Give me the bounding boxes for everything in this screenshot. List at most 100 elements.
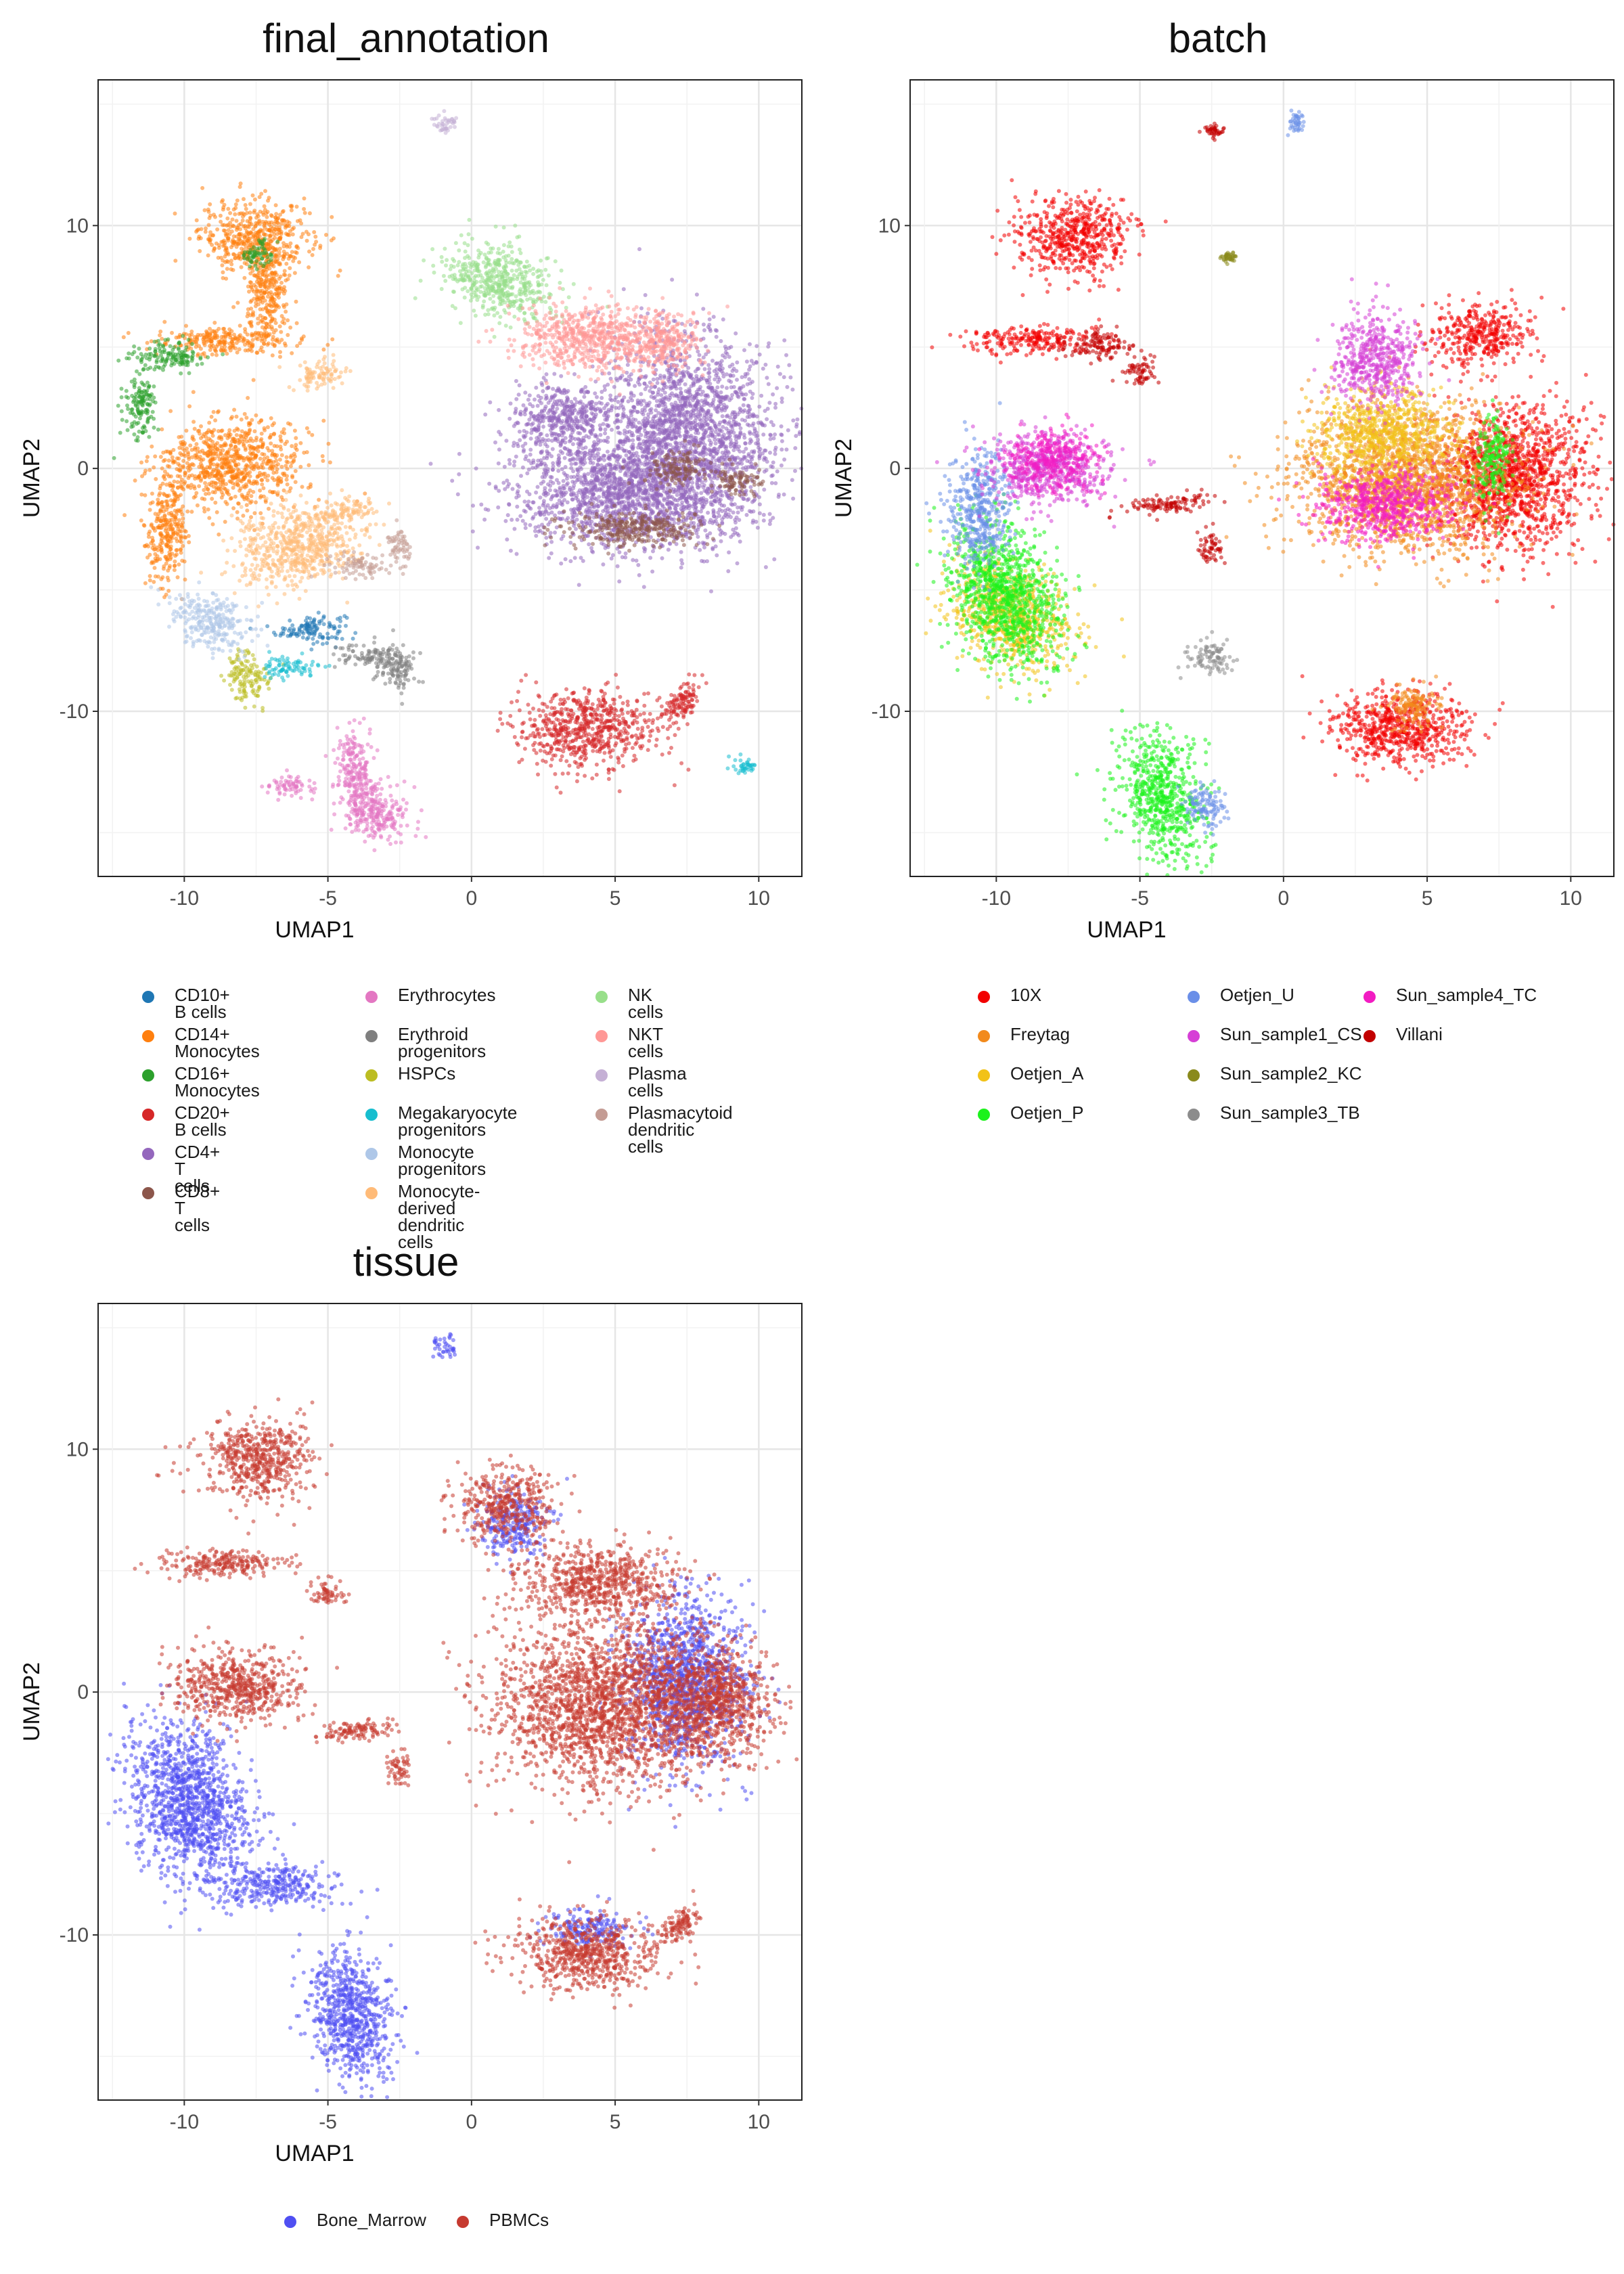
point [171, 460, 175, 465]
point [297, 629, 302, 633]
point [268, 273, 273, 277]
point [519, 474, 523, 478]
point [526, 703, 531, 707]
point [284, 242, 289, 247]
point [192, 426, 197, 431]
point [555, 493, 560, 497]
point [139, 518, 143, 522]
point [195, 228, 200, 233]
point [263, 316, 267, 320]
point [602, 698, 606, 703]
point [321, 622, 326, 627]
point [702, 328, 706, 332]
point [259, 192, 264, 196]
point [175, 552, 179, 557]
point [279, 338, 284, 342]
point [259, 472, 264, 477]
point [289, 453, 294, 458]
point [158, 531, 162, 536]
point [191, 463, 196, 468]
point [243, 342, 247, 347]
point [299, 624, 304, 629]
point [520, 730, 524, 734]
point [589, 707, 593, 711]
point [248, 422, 252, 426]
point [321, 459, 325, 463]
point [590, 526, 595, 531]
point [145, 411, 150, 416]
point [248, 447, 252, 451]
point [599, 688, 604, 693]
point [593, 478, 598, 483]
point [537, 734, 542, 739]
point [544, 516, 549, 521]
point [450, 478, 455, 483]
point [667, 717, 671, 722]
point [175, 575, 180, 579]
point [206, 472, 210, 476]
point [216, 429, 221, 433]
point [132, 377, 137, 382]
point [187, 404, 192, 409]
point [267, 506, 271, 511]
point [181, 361, 185, 365]
point [181, 334, 185, 338]
point [548, 531, 553, 535]
point [153, 552, 158, 556]
point [647, 718, 651, 723]
point [677, 702, 682, 707]
point [145, 340, 150, 345]
point [141, 367, 146, 372]
point [135, 435, 140, 439]
point [676, 726, 681, 731]
point [612, 711, 616, 716]
point [324, 233, 328, 237]
point [554, 717, 559, 721]
point [606, 711, 610, 715]
point [217, 487, 221, 492]
point [308, 624, 313, 629]
point [252, 245, 256, 250]
point [233, 212, 238, 217]
point [699, 491, 704, 495]
point [137, 395, 142, 399]
point [572, 462, 577, 466]
point [676, 706, 681, 711]
point [244, 244, 248, 249]
point [570, 691, 574, 696]
point [286, 460, 290, 465]
point [206, 507, 210, 512]
point [564, 759, 569, 763]
point [207, 420, 212, 425]
point [687, 685, 692, 690]
point [181, 464, 185, 468]
point [189, 355, 194, 359]
point [177, 434, 181, 439]
point [243, 203, 248, 207]
point [139, 390, 144, 395]
point [524, 736, 528, 740]
point [265, 255, 270, 259]
point [245, 493, 250, 498]
point [631, 721, 635, 726]
point [603, 545, 608, 550]
point [173, 211, 177, 216]
point [602, 458, 606, 462]
point [191, 390, 196, 395]
point [289, 208, 294, 213]
point [254, 462, 259, 466]
point [312, 633, 317, 638]
point [527, 711, 532, 715]
point [198, 478, 203, 483]
point [250, 193, 255, 198]
point [263, 233, 268, 237]
point [660, 725, 665, 730]
point [207, 449, 212, 453]
point [316, 610, 321, 615]
point [239, 417, 244, 422]
point [282, 269, 287, 273]
point [146, 544, 151, 549]
point [591, 491, 595, 496]
point [142, 383, 147, 388]
point [672, 783, 677, 788]
